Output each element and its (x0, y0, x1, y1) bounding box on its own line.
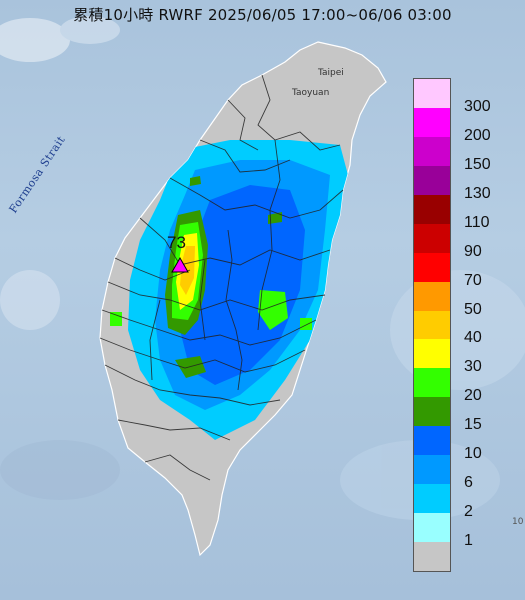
legend-swatch (414, 339, 450, 369)
legend-label: 130 (464, 184, 491, 202)
legend-label: 40 (464, 329, 482, 347)
legend-label: 20 (464, 387, 482, 405)
legend-swatch (414, 484, 450, 514)
legend-swatch (414, 281, 450, 311)
rainfall-field (110, 140, 348, 440)
map-title: 累積10小時 RWRF 2025/06/05 17:00~06/06 03:00 (73, 6, 452, 24)
legend-label: 10 (464, 445, 482, 463)
legend-label: 200 (464, 126, 491, 144)
place-label-taipei: Taipei (318, 68, 344, 78)
legend-swatch (414, 310, 450, 340)
legend-label: 2 (464, 503, 473, 521)
legend-swatch (414, 368, 450, 398)
legend-label: 150 (464, 155, 491, 173)
legend-swatch (414, 223, 450, 253)
edge-mark: 10 (512, 517, 524, 527)
legend-label: 30 (464, 358, 482, 376)
legend-label: 90 (464, 242, 482, 260)
legend-swatch (414, 79, 450, 108)
max-rain-marker (171, 256, 189, 273)
admin-boundaries (99, 74, 344, 481)
place-label-taoyuan: Taoyuan (292, 88, 330, 98)
legend-swatch (414, 252, 450, 282)
legend-label: 70 (464, 271, 482, 289)
max-rain-value: 73 (167, 233, 186, 252)
legend-swatch (414, 136, 450, 166)
legend-label: 6 (464, 474, 473, 492)
legend-label: 50 (464, 300, 482, 318)
legend-colorbar (413, 78, 451, 572)
legend-swatch (414, 513, 450, 543)
legend-swatch (414, 426, 450, 456)
legend-label: 110 (464, 213, 490, 231)
legend-label: 15 (464, 416, 482, 434)
legend-label: 300 (464, 97, 491, 115)
legend-swatch (414, 194, 450, 224)
legend-swatch (414, 165, 450, 195)
legend-swatch (414, 397, 450, 427)
legend-swatch (414, 107, 450, 137)
legend-label: 1 (464, 532, 473, 550)
legend-swatch (414, 455, 450, 485)
legend-swatch (414, 542, 450, 571)
